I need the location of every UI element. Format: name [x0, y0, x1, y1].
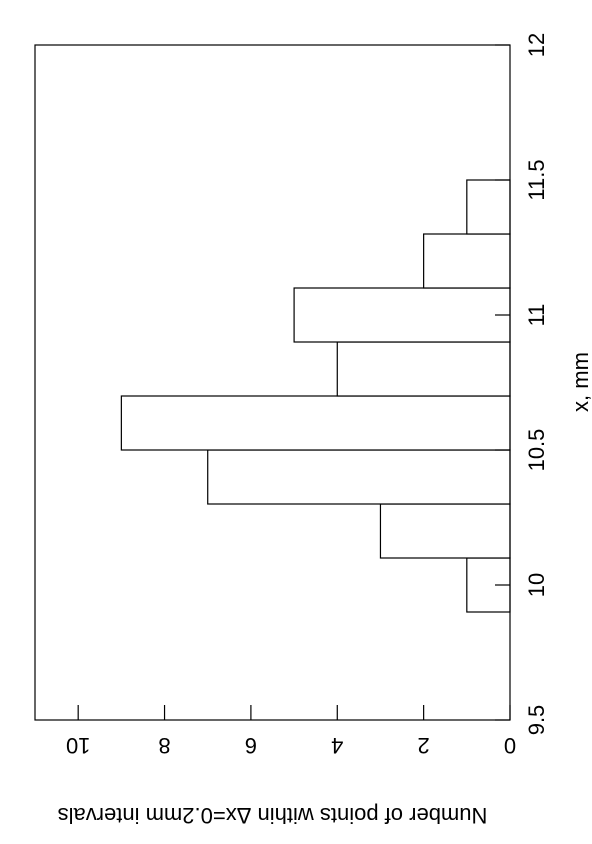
- x-axis-label: x, mm: [568, 352, 592, 412]
- x-tick-label: 9.5: [524, 705, 549, 736]
- y-tick-label: 0: [504, 733, 516, 758]
- y-axis-label: Number of points within Δx=0.2mm interva…: [58, 803, 488, 828]
- bar: [423, 233, 511, 289]
- y-tick-label: 6: [245, 733, 257, 758]
- x-tick-label: 11: [524, 304, 549, 327]
- x-tick-label: 10.5: [524, 429, 549, 472]
- plot-frame: [34, 44, 511, 721]
- x-tick-label: 10: [524, 573, 549, 597]
- x-tick-label: 11.5: [524, 159, 549, 200]
- bar: [336, 341, 511, 397]
- y-tick-label: 4: [331, 733, 343, 758]
- bar: [379, 503, 511, 559]
- y-tick-label: 10: [66, 733, 90, 758]
- bar: [207, 449, 511, 505]
- x-tick-label: 12: [524, 33, 549, 57]
- bar: [466, 179, 511, 235]
- y-tick-label: 2: [418, 733, 430, 758]
- bar: [120, 395, 511, 451]
- bar: [293, 287, 511, 343]
- rotated-chart: Number of points within Δx=0.2mm interva…: [34, 33, 592, 828]
- y-tick-label: 8: [158, 733, 170, 758]
